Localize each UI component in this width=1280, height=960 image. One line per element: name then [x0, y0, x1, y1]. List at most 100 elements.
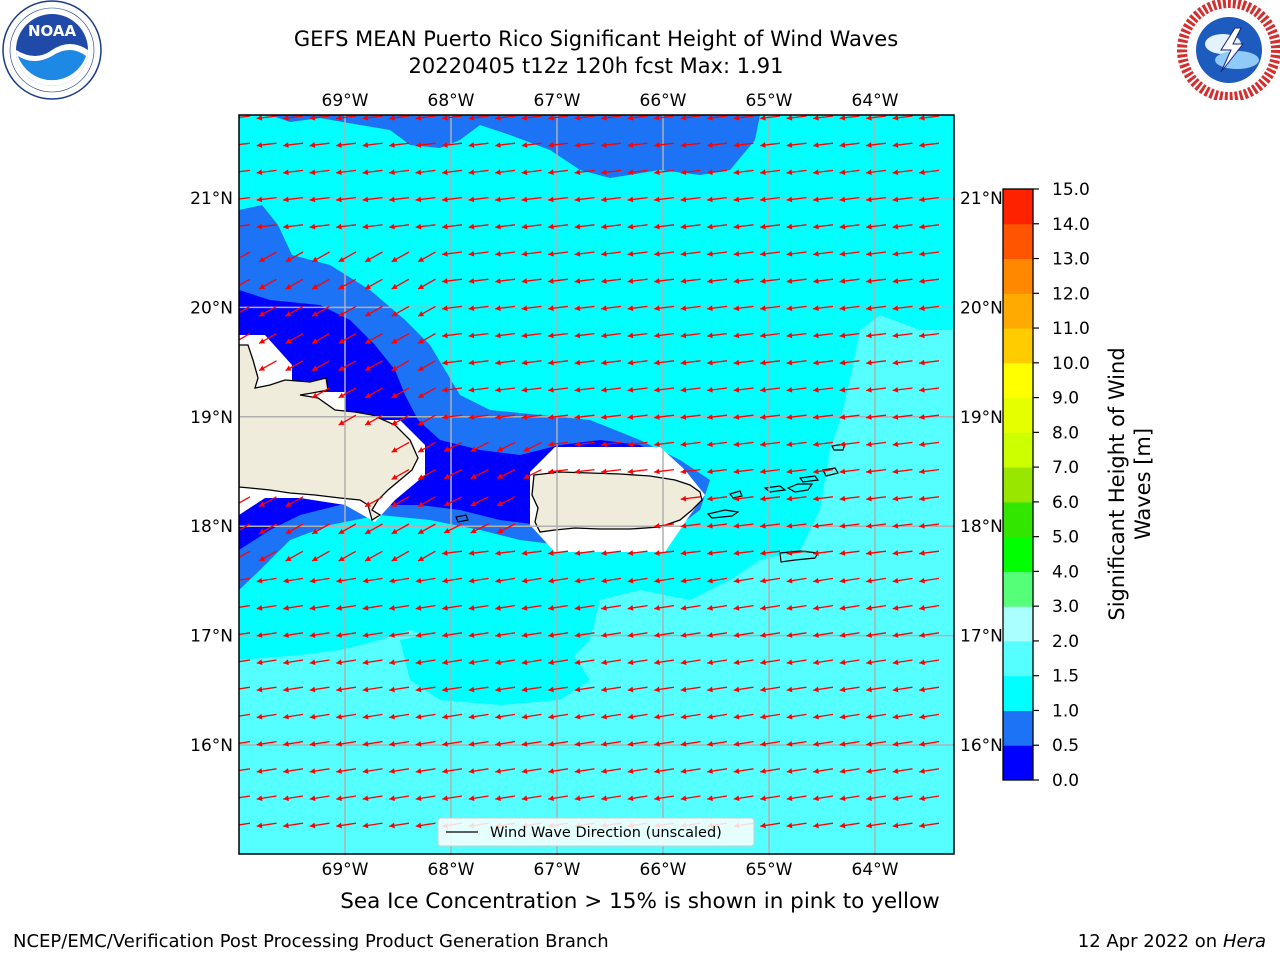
wave-direction-arrowhead — [892, 741, 899, 747]
wave-direction-arrowhead — [919, 359, 925, 366]
wave-direction-arrowhead — [786, 169, 793, 176]
wave-direction-arrowhead — [627, 741, 634, 747]
wave-direction-arrowhead — [839, 605, 846, 611]
wave-direction-arrowhead — [285, 256, 292, 262]
wave-direction-arrowhead — [497, 446, 504, 452]
wave-direction-arrowhead — [336, 713, 342, 720]
wave-direction-arrowhead — [866, 768, 872, 774]
wave-direction-arrowhead — [707, 713, 713, 720]
wave-direction-arrowhead — [230, 768, 236, 774]
wave-direction-arrowhead — [521, 741, 528, 747]
wave-direction-arrowhead — [336, 142, 342, 148]
wave-direction-arrowhead — [627, 550, 634, 556]
wave-direction-arrowhead — [365, 256, 372, 262]
wave-direction-arrowhead — [442, 115, 448, 121]
wave-direction-arrowhead — [680, 795, 687, 802]
colorbar-tick-label: 13.0 — [1052, 250, 1090, 270]
wave-direction-arrowhead — [309, 713, 316, 720]
wave-direction-arrowhead — [654, 577, 660, 584]
wave-direction-arrowhead — [866, 495, 872, 502]
wave-direction-arrowhead — [365, 528, 372, 534]
wave-direction-arrowhead — [365, 365, 372, 371]
wave-direction-arrowhead — [760, 550, 766, 556]
wave-direction-arrowhead — [442, 605, 448, 611]
wave-direction-arrowhead — [627, 605, 634, 611]
wave-direction-arrowhead — [919, 223, 925, 230]
wave-direction-arrowhead — [813, 795, 819, 802]
wave-direction-arrowhead — [654, 659, 660, 666]
colorbar-tick-label: 5.0 — [1052, 528, 1079, 548]
colorbar-swatch — [1003, 397, 1033, 433]
wave-direction-arrowhead — [338, 528, 345, 534]
wave-direction-arrowhead — [495, 278, 501, 284]
wave-direction-arrowhead — [786, 196, 793, 203]
wave-direction-arrowhead — [760, 577, 766, 584]
wave-direction-arrowhead — [866, 115, 872, 121]
wave-direction-arrowhead — [283, 577, 289, 584]
wave-direction-arrowhead — [654, 278, 660, 284]
wave-direction-arrowhead — [839, 550, 846, 556]
wave-direction-arrowhead — [259, 283, 266, 290]
wave-direction-arrowhead — [813, 278, 819, 284]
wave-direction-arrowhead — [627, 196, 634, 203]
wave-direction-arrowhead — [760, 659, 766, 666]
wave-direction-arrowhead — [233, 338, 239, 343]
wave-direction-arrowhead — [574, 332, 581, 339]
wave-direction-arrowhead — [495, 196, 501, 203]
wave-direction-arrowhead — [521, 305, 528, 312]
colorbar: 0.0 0.5 1.0 1.5 2.0 3.0 4.0 5.0 6.0 7.0 8.0 9.0 10.0… — [1002, 180, 1090, 791]
wave-direction-arrowhead — [230, 659, 236, 665]
wave-direction-arrowhead — [468, 359, 475, 366]
wave-direction-arrowhead — [574, 441, 581, 448]
wave-direction-arrowhead — [495, 115, 501, 121]
wave-direction-arrowhead — [495, 142, 501, 148]
wave-direction-arrow — [239, 169, 251, 173]
wave-direction-arrowhead — [495, 686, 501, 693]
wave-direction-arrowhead — [309, 605, 316, 611]
wave-direction-arrowhead — [627, 250, 634, 257]
wave-direction-arrowhead — [442, 795, 448, 802]
wave-direction-arrowhead — [919, 741, 925, 747]
wind-wave-arrows — [230, 115, 940, 829]
wave-direction-arrowhead — [442, 305, 448, 312]
wave-direction-arrowhead — [839, 115, 846, 121]
wave-direction-arrowhead — [892, 196, 899, 203]
longitude-labels: 69°W 69°W 68°W 68°W 67°W 67°W 66°W 66°W 65°W 65°W… — [322, 91, 899, 880]
wave-direction-arrowhead — [521, 577, 528, 584]
wave-direction-arrowhead — [839, 305, 846, 312]
wave-direction-arrowhead — [680, 250, 687, 257]
wave-direction-arrowhead — [760, 414, 766, 420]
wave-direction-arrowhead — [521, 632, 528, 638]
wave-direction-arrowhead — [813, 713, 819, 720]
wave-direction-arrowhead — [654, 223, 660, 230]
colorbar-swatch — [1003, 328, 1033, 364]
colorbar-label-line-1: Significant Height of Wind — [1105, 347, 1129, 620]
wave-direction-arrowhead — [892, 142, 899, 148]
wave-direction-arrowhead — [760, 169, 766, 176]
wave-direction-arrowhead — [415, 795, 422, 802]
wave-direction-arrowhead — [892, 386, 899, 393]
wave-direction-arrowhead — [256, 605, 263, 611]
wave-direction-arrowhead — [442, 223, 448, 230]
wave-direction-arrowhead — [309, 115, 316, 121]
wave-direction-arrowhead — [654, 386, 660, 393]
wave-direction-arrowhead — [839, 142, 846, 148]
wave-direction-arrowhead — [574, 768, 581, 774]
wave-direction-arrowhead — [521, 386, 528, 393]
wave-direction-arrowhead — [548, 686, 554, 693]
wave-direction-arrowhead — [418, 555, 425, 562]
wave-direction-arrowhead — [574, 115, 581, 121]
footer-branch: NCEP/EMC/Verification Post Processing Pr… — [13, 931, 609, 952]
wave-direction-arrowhead — [309, 741, 316, 747]
wave-direction-arrowhead — [654, 305, 660, 312]
wave-direction-arrowhead — [389, 632, 395, 638]
wave-direction-arrowhead — [338, 555, 345, 562]
wave-direction-arrowhead — [733, 741, 740, 747]
wave-direction-arrowhead — [259, 338, 266, 344]
wave-direction-arrowhead — [654, 115, 660, 121]
colorbar-tick-label: 15.0 — [1052, 180, 1090, 200]
wave-band-1.0-1.5-pocket — [400, 630, 590, 705]
wave-direction-arrowhead — [391, 365, 398, 371]
wave-direction-arrowhead — [259, 528, 266, 534]
wave-direction-arrowhead — [418, 474, 425, 480]
